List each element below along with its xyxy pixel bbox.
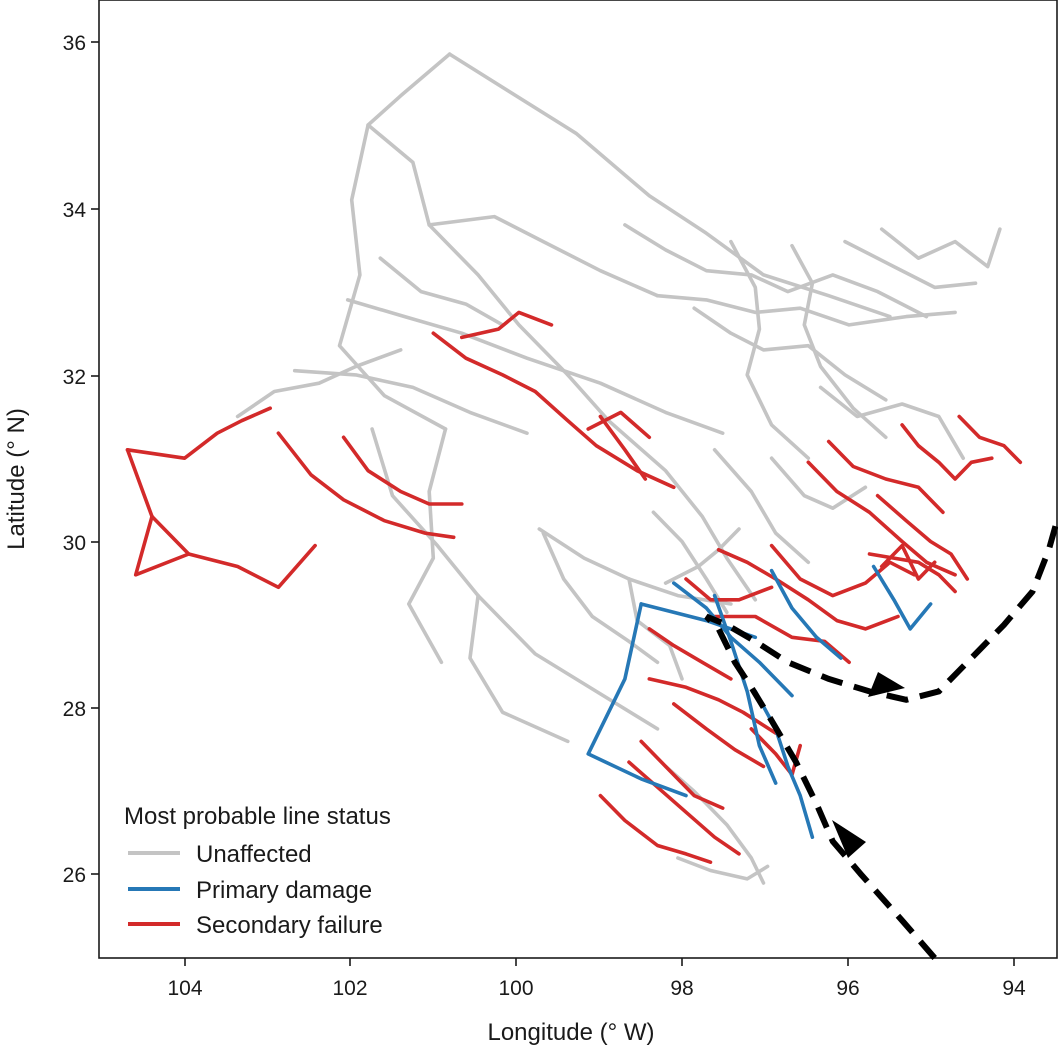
- unaffected-line: [541, 531, 660, 665]
- x-axis-title: Longitude (° W): [487, 1019, 654, 1046]
- primary-damage-line: [712, 593, 778, 785]
- y-axis: 26 28 30 32 34 36 Latitude (° N): [3, 32, 99, 887]
- unaffected-line: [468, 593, 570, 744]
- legend-title: Most probable line status: [124, 803, 391, 830]
- primary-damage-line: [871, 564, 933, 631]
- unaffected-line: [790, 243, 888, 440]
- y-tick-label: 32: [63, 366, 86, 389]
- secondary-failure-line: [712, 614, 851, 665]
- y-tick-label: 34: [63, 199, 87, 222]
- unaffected-line: [651, 510, 729, 615]
- unaffected-line: [663, 764, 766, 885]
- legend-label-primary-damage: Primary damage: [196, 877, 372, 904]
- x-tick-label: 102: [332, 977, 367, 1000]
- unaffected-line: [378, 256, 505, 327]
- unaffected-line: [345, 298, 725, 435]
- primary-damage-line: [672, 581, 794, 698]
- unaffected-line: [655, 293, 957, 327]
- unaffected-line: [447, 52, 892, 319]
- legend: Most probable line status Unaffected Pri…: [124, 803, 391, 939]
- x-tick-label: 98: [670, 977, 693, 1000]
- secondary-failure-line: [598, 414, 648, 481]
- secondary-failure-line: [957, 414, 1023, 465]
- primary-damage-line: [753, 689, 815, 839]
- unaffected-line: [407, 427, 448, 665]
- secondary-failure-line: [826, 439, 945, 515]
- x-tick-label: 96: [836, 977, 859, 1000]
- legend-label-secondary-failure: Secondary failure: [196, 912, 383, 939]
- secondary-failure-line: [598, 793, 713, 864]
- unaffected-line: [366, 123, 570, 377]
- secondary-failure-line: [125, 406, 272, 460]
- unaffected-line: [235, 348, 403, 419]
- secondary-failure-line: [125, 448, 317, 590]
- unaffected-line: [427, 214, 660, 298]
- unaffected-line: [663, 527, 741, 585]
- unaffected-line: [729, 239, 811, 460]
- unaffected-line: [843, 239, 978, 290]
- secondary-failure-line: [341, 435, 464, 506]
- secondary-failure-line: [133, 514, 191, 577]
- secondary-failure-line: [900, 423, 994, 481]
- secondary-failure-line: [879, 543, 937, 581]
- unaffected-line: [337, 52, 452, 431]
- unaffected-line: [676, 856, 770, 881]
- secondary-failure-line: [867, 552, 957, 594]
- legend-label-unaffected: Unaffected: [196, 841, 312, 868]
- unaffected-line: [292, 368, 529, 435]
- y-axis-title: Latitude (° N): [3, 408, 30, 550]
- secondary-failure-line: [586, 410, 652, 440]
- track-arrow-north: [832, 820, 866, 858]
- primary-damage-line: [769, 568, 843, 660]
- unaffected-line: [566, 373, 758, 602]
- secondary-failure-line: [716, 548, 900, 631]
- hurricane-track-layer: [704, 519, 1058, 960]
- unaffected-line: [623, 223, 929, 319]
- secondary-failure-line: [627, 760, 741, 856]
- track-arrow-east: [868, 672, 905, 697]
- secondary-failure-line: [684, 577, 774, 602]
- plot-frame: [98, 0, 1058, 959]
- y-tick-label: 30: [63, 532, 86, 555]
- y-tick-label: 28: [63, 698, 86, 721]
- x-tick-label: 100: [498, 977, 533, 1000]
- primary-damage-line: [586, 602, 688, 798]
- unaffected-line: [692, 306, 888, 402]
- secondary-failure-line: [431, 331, 676, 490]
- secondary-failure-line: [672, 702, 766, 769]
- x-tick-label: 104: [167, 977, 202, 1000]
- hurricane-track: [704, 519, 1058, 960]
- unaffected-line: [818, 385, 965, 460]
- secondary-failure-line: [460, 310, 554, 340]
- unaffected-line: [879, 227, 1002, 269]
- secondary-failure-line: [875, 493, 970, 581]
- x-tick-label: 94: [1002, 977, 1026, 1000]
- y-tick-label: 36: [63, 32, 86, 55]
- secondary-failure-line: [647, 627, 733, 681]
- secondary-failure-line: [769, 543, 917, 598]
- secondary-failure-lines-layer: [125, 310, 1023, 864]
- x-axis: 104 102 100 98 96 94 Longitude (° W): [167, 958, 1026, 1046]
- y-tick-label: 26: [63, 864, 86, 887]
- unaffected-line: [712, 448, 811, 565]
- secondary-failure-line: [276, 431, 456, 540]
- secondary-failure-line: [639, 739, 725, 810]
